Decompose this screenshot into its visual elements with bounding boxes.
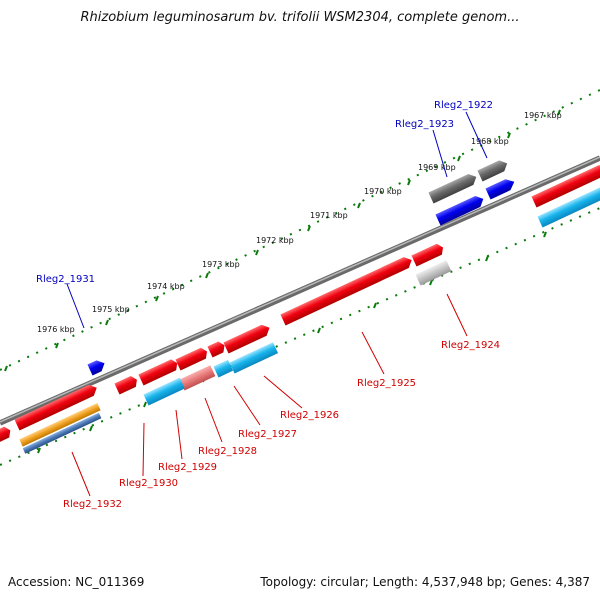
gene-right-edge-red[interactable] (531, 164, 600, 208)
gene-rleg2-1928[interactable] (175, 346, 209, 371)
scale-label-1973: 1973 kbp (202, 260, 240, 269)
scale-label-1976: 1976 kbp (37, 325, 75, 334)
scale-label-1975: 1975 kbp (92, 305, 130, 314)
gene-rleg2-1932-steel[interactable] (22, 412, 102, 454)
gene-label-rleg2-1928[interactable]: Rleg2_1928 (198, 446, 257, 457)
map-title: Rhizobium leguminosarum bv. trifolii WSM… (80, 10, 520, 25)
outer-scale-track (0, 89, 600, 371)
leader-lines (66, 111, 488, 497)
gene-label-rleg2-1930[interactable]: Rleg2_1930 (119, 478, 178, 489)
scale-label-1969: 1969 kbp (418, 163, 456, 172)
gene-label-rleg2-1926[interactable]: Rleg2_1926 (280, 410, 339, 421)
gene-rleg2-1925[interactable] (280, 255, 414, 326)
gene-label-rleg2-1922[interactable]: Rleg2_1922 (434, 100, 493, 111)
scale-label-1970: 1970 kbp (364, 187, 402, 196)
scale-label-1968: 1968 kbp (471, 137, 509, 146)
gene-rleg2-1932[interactable] (14, 382, 99, 431)
scale-label-1971: 1971 kbp (310, 211, 348, 220)
gene-rleg2-1922[interactable] (485, 176, 516, 200)
gene-rleg2-1931[interactable] (87, 358, 107, 376)
outer-major-ticks (4, 109, 561, 372)
gene-label-rleg2-1923[interactable]: Rleg2_1923 (395, 119, 454, 130)
gene-rleg2-1922-pseudo[interactable] (477, 158, 509, 182)
gene-label-rleg2-1929[interactable]: Rleg2_1929 (158, 462, 217, 473)
gene-label-rleg2-1924[interactable]: Rleg2_1924 (441, 340, 500, 351)
inner-scale-track (0, 207, 600, 466)
gene-label-rleg2-1927[interactable]: Rleg2_1927 (238, 429, 297, 440)
gene-rleg2-1928-pink[interactable] (179, 365, 216, 391)
scale-label-1967: 1967 kbp (524, 111, 562, 120)
gene-left-edge-red[interactable] (0, 425, 13, 444)
gene-rleg2-1927[interactable] (207, 340, 227, 358)
gene-rleg2-1932-orange[interactable] (19, 403, 101, 447)
gene-rleg2-1924-light[interactable] (415, 260, 452, 286)
gene-rleg2-1924-red[interactable] (411, 242, 445, 267)
scale-label-1972: 1972 kbp (256, 236, 294, 245)
gene-rleg2-1926-cds[interactable] (229, 342, 279, 374)
gene-rleg2-1923-pseudo[interactable] (428, 171, 478, 204)
gene-label-rleg2-1931[interactable]: Rleg2_1931 (36, 274, 95, 285)
accession-text: Accession: NC_011369 (8, 575, 145, 589)
gene-rleg2-1929-cds[interactable] (143, 377, 185, 406)
gene-rleg2-1927-cds[interactable] (213, 359, 234, 378)
gene-rleg2-1923[interactable] (435, 193, 485, 226)
gene-rleg2-1930[interactable] (114, 374, 139, 395)
gene-right-edge-cyan[interactable] (537, 186, 600, 228)
gene-rleg2-1929[interactable] (138, 358, 179, 386)
genome-backbone (0, 155, 600, 426)
gene-rleg2-1926[interactable] (223, 322, 272, 354)
gene-label-rleg2-1925[interactable]: Rleg2_1925 (357, 378, 416, 389)
scale-label-1974: 1974 kbp (147, 282, 185, 291)
genome-summary-text: Topology: circular; Length: 4,537,948 bp… (260, 575, 590, 589)
gene-label-rleg2-1932[interactable]: Rleg2_1932 (63, 499, 122, 510)
